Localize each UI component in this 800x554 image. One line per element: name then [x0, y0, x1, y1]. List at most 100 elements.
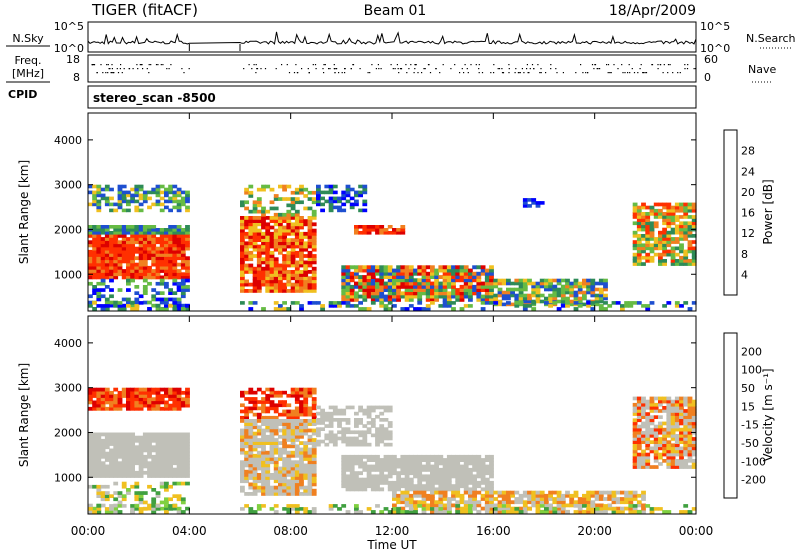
heatmap-cell: [104, 246, 110, 251]
heatmap-cell: [383, 436, 389, 441]
heatmap-cell: [497, 500, 503, 505]
heatmap-cell: [645, 462, 651, 466]
heatmap-cell: [383, 458, 389, 462]
heatmap-cell: [425, 278, 431, 283]
heatmap-cell: [345, 405, 351, 410]
heatmap-cell: [164, 432, 169, 437]
heatmap-cell: [417, 458, 423, 462]
heatmap-cell: [345, 301, 351, 305]
heatmap-cell: [261, 260, 266, 265]
heatmap-cell: [518, 296, 524, 301]
heatmap-cell: [96, 504, 102, 508]
heatmap-cell: [674, 208, 680, 213]
heatmap-cell: [185, 199, 190, 204]
heatmap-cell: [392, 487, 397, 492]
heatmap-cell: [155, 464, 161, 469]
heatmap-cell: [615, 301, 621, 305]
heatmap-cell: [358, 225, 363, 229]
heatmap-cell: [286, 203, 292, 208]
heatmap-cell: [489, 297, 494, 302]
heatmap-cell: [290, 190, 296, 195]
heatmap-cell: [286, 419, 292, 423]
heatmap-cell: [134, 474, 140, 478]
heatmap-cell: [134, 406, 140, 411]
heatmap-cell: [489, 294, 494, 299]
heatmap-cell: [282, 457, 287, 461]
heatmap-cell: [518, 281, 524, 286]
heatmap-cell: [328, 411, 334, 416]
heatmap-cell: [683, 262, 689, 266]
freq-dot: [657, 64, 659, 66]
heatmap-cell: [299, 235, 304, 239]
heatmap-cell: [636, 399, 642, 404]
heatmap-cell: [109, 432, 114, 437]
heatmap-cell: [408, 271, 414, 276]
heatmap-cell: [159, 253, 165, 257]
freq-tick-top: 18: [66, 53, 80, 66]
heatmap-cell: [497, 509, 503, 514]
heatmap-cell: [155, 451, 161, 456]
heatmap-cell: [582, 493, 587, 498]
heatmap-cell: [299, 419, 304, 423]
heatmap-cell: [316, 427, 321, 431]
heatmap-cell: [691, 205, 697, 210]
heatmap-cell: [185, 275, 190, 280]
heatmap-cell: [92, 406, 97, 411]
heatmap-cell: [442, 474, 448, 479]
heatmap-cell: [341, 268, 347, 273]
heatmap-cell: [400, 228, 406, 232]
heatmap-cell: [286, 412, 292, 417]
heatmap-cell: [155, 253, 161, 257]
heatmap-cell: [636, 218, 642, 222]
heatmap-cell: [455, 275, 461, 279]
heatmap-cell: [442, 461, 448, 466]
heatmap-cell: [138, 458, 144, 462]
heatmap-cell: [240, 444, 245, 449]
heatmap-cell: [649, 402, 655, 407]
heatmap-cell: [392, 294, 397, 299]
heatmap-cell: [489, 265, 494, 270]
heatmap-cell: [117, 307, 123, 311]
heatmap-cell: [290, 450, 296, 455]
heatmap-cell: [299, 400, 304, 404]
heatmap-cell: [366, 281, 372, 286]
heatmap-cell: [455, 461, 461, 466]
heatmap-cell: [164, 272, 169, 277]
freq-dot: [344, 72, 346, 74]
heatmap-cell: [463, 461, 469, 466]
heatmap-cell: [138, 394, 144, 398]
freq-dot: [627, 72, 629, 74]
heatmap-cell: [345, 291, 351, 296]
heatmap-cell: [674, 415, 680, 419]
heatmap-cell: [256, 438, 262, 442]
heatmap-cell: [451, 294, 456, 299]
heatmap-cell: [455, 506, 461, 511]
heatmap-cell: [121, 504, 127, 508]
heatmap-cell: [176, 187, 182, 192]
heatmap-cell: [459, 454, 465, 459]
heatmap-cell: [611, 493, 617, 498]
heatmap-cell: [354, 484, 359, 489]
heatmap-cell: [370, 228, 376, 232]
heatmap-cell: [96, 390, 102, 395]
heatmap-cell: [565, 281, 570, 286]
heatmap-cell: [92, 288, 97, 292]
heatmap-cell: [341, 193, 347, 198]
heatmap-cell: [408, 304, 414, 308]
heatmap-cell: [446, 265, 452, 270]
heatmap-cell: [151, 432, 157, 437]
heatmap-cell: [687, 202, 693, 207]
heatmap-cell: [142, 243, 148, 248]
heatmap-cell: [159, 406, 165, 411]
heatmap-cell: [480, 284, 486, 289]
heatmap-cell: [155, 438, 161, 443]
heatmap-cell: [641, 202, 646, 207]
heatmap-cell: [358, 284, 363, 289]
heatmap-cell: [147, 307, 152, 311]
nsky-trace: [87, 31, 697, 51]
heatmap-cell: [261, 434, 266, 439]
heatmap-cell: [370, 484, 376, 489]
heatmap-cell: [413, 454, 418, 459]
heatmap-cell: [354, 271, 359, 276]
freq-dot: [157, 64, 159, 66]
